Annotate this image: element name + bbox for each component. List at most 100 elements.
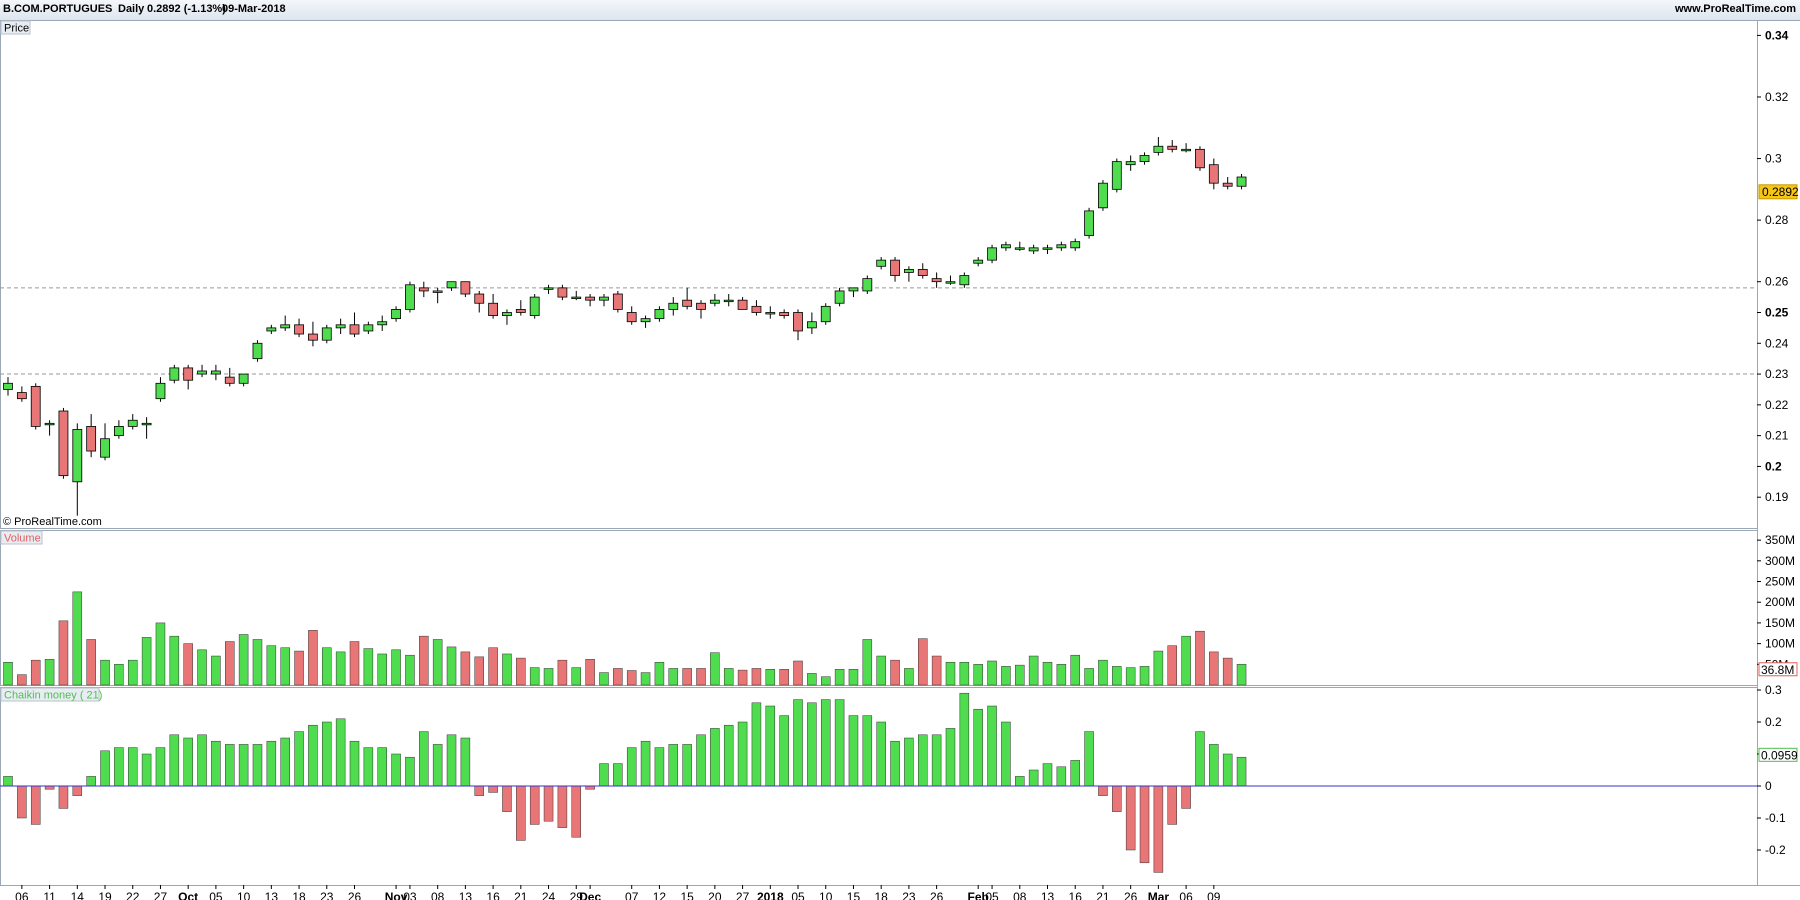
candle-body[interactable] [834,290,845,304]
volume-bar[interactable] [862,639,873,686]
candle-body[interactable] [1111,161,1122,190]
chaikin-bar[interactable] [1209,744,1219,787]
volume-bar[interactable] [1015,664,1025,686]
candle-body[interactable] [945,281,956,284]
volume-bar[interactable] [225,641,235,686]
candle-body[interactable] [224,376,235,384]
volume-bar[interactable] [405,654,415,686]
volume-bar[interactable] [654,661,665,686]
chaikin-bar[interactable] [238,744,249,787]
chaikin-bar[interactable] [599,763,609,787]
chaikin-bar[interactable] [987,705,997,787]
chaikin-bar[interactable] [876,721,886,787]
chaikin-bar[interactable] [335,718,346,787]
chaikin-bar[interactable] [58,785,69,809]
candle-body[interactable] [1195,148,1205,169]
chaikin-bar[interactable] [1042,763,1053,787]
chaikin-bar[interactable] [1070,760,1080,787]
candle-body[interactable] [515,309,526,313]
volume-bar[interactable] [1125,667,1136,686]
chaikin-bar[interactable] [571,785,582,838]
volume-bar[interactable] [363,648,374,686]
candle-body[interactable] [460,281,471,295]
candle-body[interactable] [363,324,374,332]
candle-body[interactable] [862,278,873,292]
volume-bar[interactable] [377,653,387,686]
volume-bar[interactable] [155,622,166,686]
volume-bar[interactable] [696,668,706,686]
candle-body[interactable] [113,425,124,437]
volume-bar[interactable] [904,668,914,686]
chaikin-bar[interactable] [890,740,900,787]
chaikin-bar[interactable] [793,699,803,787]
volume-bar[interactable] [58,620,69,686]
candle-body[interactable] [1153,145,1164,153]
candle-body[interactable] [751,305,762,313]
volume-bar[interactable] [308,630,318,686]
chaikin-bar[interactable] [751,702,762,787]
volume-bar[interactable] [710,652,720,686]
candle-body[interactable] [654,309,665,320]
chaikin-bar[interactable] [17,785,27,819]
chaikin-bar[interactable] [626,747,637,787]
volume-bar[interactable] [626,670,637,686]
candle-body[interactable] [183,367,194,381]
chaikin-bar[interactable] [446,734,457,787]
candle-body[interactable] [793,312,803,332]
volume-bar[interactable] [682,668,692,686]
chaikin-bar[interactable] [502,785,512,812]
volume-bar[interactable] [391,649,401,686]
candle-body[interactable] [30,385,41,427]
chaikin-bar[interactable] [1112,785,1122,812]
chaikin-bar[interactable] [280,737,290,787]
candle-body[interactable] [432,290,443,293]
candle-body[interactable] [1001,244,1011,249]
volume-bar[interactable] [668,668,679,686]
volume-bar[interactable] [765,669,776,686]
candle-body[interactable] [973,259,984,264]
volume-bar[interactable] [1028,655,1039,686]
volume-bar[interactable] [197,649,207,686]
chaikin-bar[interactable] [363,747,374,787]
candle-body[interactable] [557,287,568,298]
volume-bar[interactable] [613,668,623,686]
candle-body[interactable] [723,299,734,303]
candle-body[interactable] [1070,241,1081,249]
volume-bar[interactable] [100,659,110,686]
volume-bar[interactable] [557,659,568,686]
volume-bar[interactable] [211,655,221,686]
chaikin-bar[interactable] [1001,721,1011,787]
volume-bar[interactable] [1056,664,1067,686]
candle-body[interactable] [917,268,928,276]
chart-area[interactable]: Price Volume Chaikin money ( 21) 0.19 0.2 0.2… [0,20,1800,900]
volume-bar[interactable] [349,641,360,686]
candle-body[interactable] [141,422,152,426]
volume-bar[interactable] [516,657,526,686]
volume-bar[interactable] [599,672,609,686]
chaikin-bar[interactable] [114,747,124,787]
chaikin-bar[interactable] [322,721,332,787]
candle-body[interactable] [1167,145,1178,150]
candle-body[interactable] [709,299,720,304]
chaikin-bar[interactable] [266,740,277,787]
chaikin-bar[interactable] [1084,731,1094,787]
chaikin-bar[interactable] [557,785,568,828]
volume-bar[interactable] [876,655,886,686]
candle-body[interactable] [904,268,914,273]
chaikin-bar[interactable] [100,750,110,787]
chaikin-bar[interactable] [613,763,623,787]
chaikin-bar[interactable] [141,753,152,787]
volume-bar[interactable] [529,667,540,686]
chaikin-bar[interactable] [945,728,956,787]
candle-body[interactable] [612,293,623,310]
candle-body[interactable] [44,422,55,426]
volume-bar[interactable] [1167,645,1177,686]
volume-bar[interactable] [1222,657,1233,686]
volume-bar[interactable] [3,661,13,686]
volume-bar[interactable] [1112,666,1122,686]
candle-body[interactable] [1084,210,1094,236]
candle-body[interactable] [571,296,582,299]
candle-body[interactable] [1208,164,1219,184]
candle-body[interactable] [599,296,609,301]
volume-bar[interactable] [335,651,346,686]
